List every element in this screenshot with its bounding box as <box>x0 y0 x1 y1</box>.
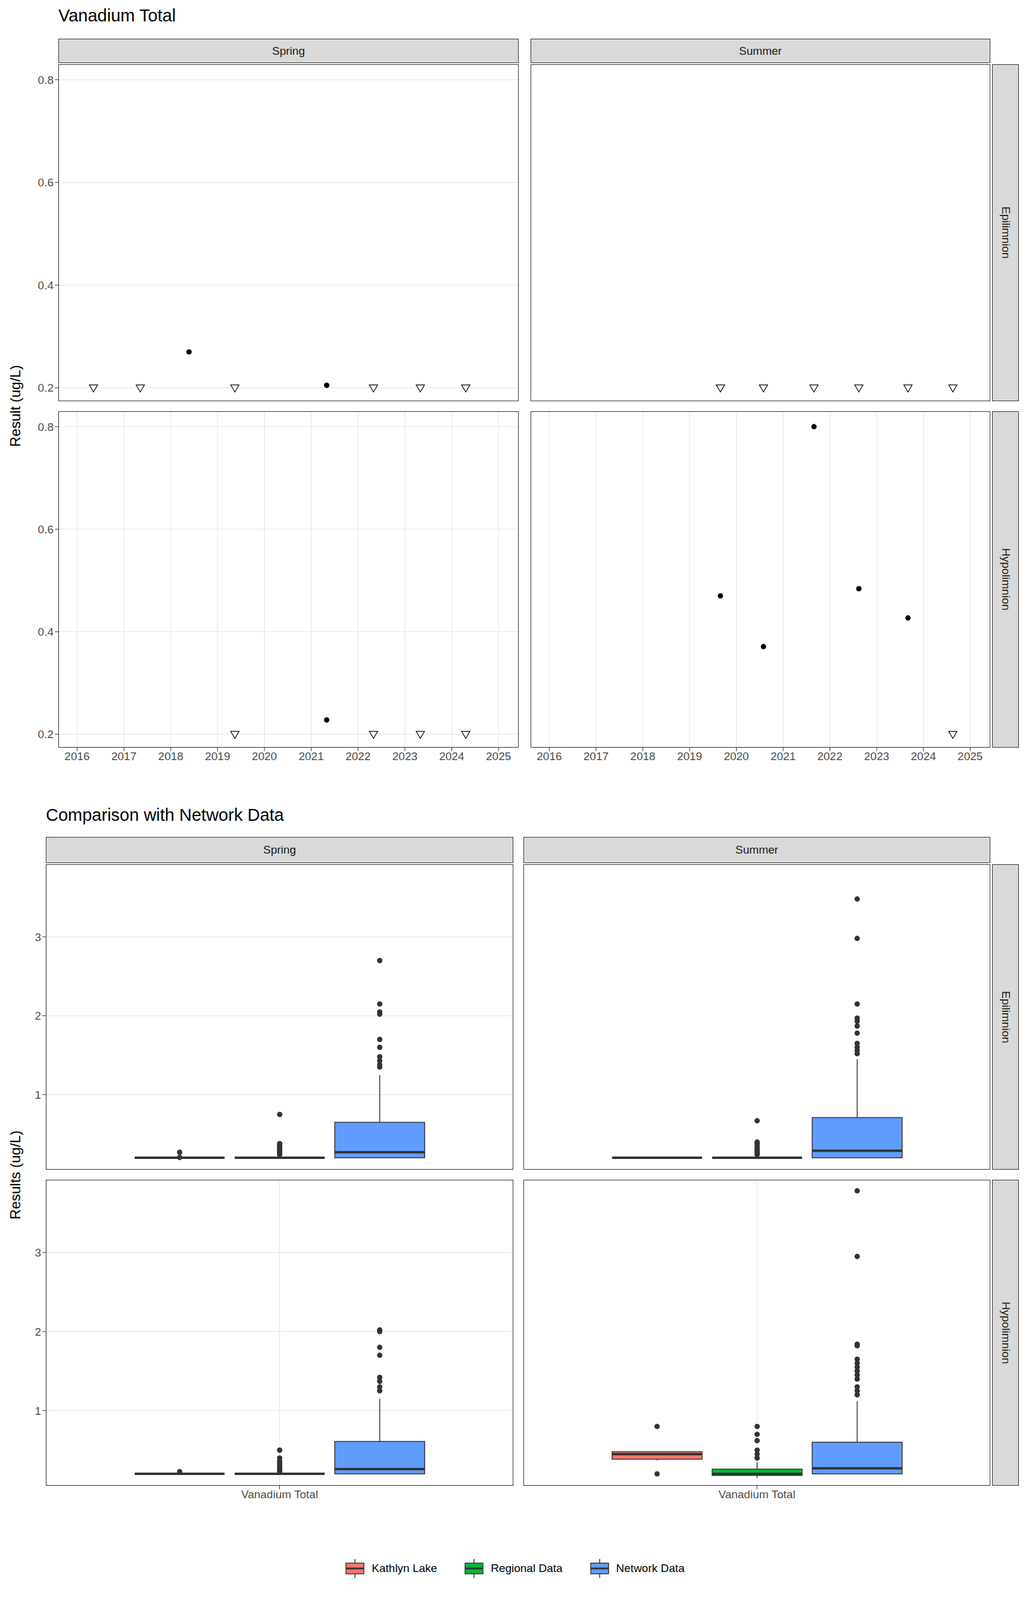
svg-text:2: 2 <box>34 1009 42 1023</box>
svg-text:2018: 2018 <box>158 750 184 763</box>
svg-text:0.4: 0.4 <box>38 625 55 639</box>
svg-text:Vanadium Total: Vanadium Total <box>718 1488 795 1502</box>
html-text:Summer: Summer <box>735 843 779 857</box>
svg-text:2017: 2017 <box>111 750 137 763</box>
html-text:Result (ug/L): Result (ug/L) <box>7 365 24 448</box>
svg-text:0.6: 0.6 <box>38 523 54 536</box>
svg-text:2019: 2019 <box>204 750 230 763</box>
svg-text:3: 3 <box>34 1246 42 1260</box>
svg-text:2024: 2024 <box>911 750 937 763</box>
html-text:Summer: Summer <box>739 44 782 57</box>
svg-text:3: 3 <box>34 931 42 944</box>
svg-text:2016: 2016 <box>536 750 562 763</box>
svg-text:0.8: 0.8 <box>38 421 54 434</box>
html-text:Epilimnion: Epilimnion <box>999 206 1013 259</box>
svg-text:2016: 2016 <box>64 750 90 763</box>
svg-text:2021: 2021 <box>298 750 324 763</box>
svg-text:2017: 2017 <box>583 750 609 763</box>
html-text:Network Data: Network Data <box>616 1562 685 1576</box>
html-text:Hypolimnion: Hypolimnion <box>999 1302 1013 1365</box>
html-text:Epilimnion: Epilimnion <box>999 991 1013 1044</box>
svg-text:2021: 2021 <box>770 750 796 763</box>
svg-text:2018: 2018 <box>630 750 656 763</box>
svg-text:0.6: 0.6 <box>38 176 54 189</box>
html-text:Comparison with Network Data: Comparison with Network Data <box>45 805 284 825</box>
svg-text:1: 1 <box>34 1405 42 1418</box>
svg-text:1: 1 <box>34 1089 42 1102</box>
html-text:Vanadium Total: Vanadium Total <box>58 5 176 26</box>
svg-text:2020: 2020 <box>723 750 749 763</box>
svg-text:2024: 2024 <box>438 750 465 763</box>
svg-text:0.2: 0.2 <box>38 728 54 741</box>
svg-text:2022: 2022 <box>817 750 843 763</box>
html-text:Spring: Spring <box>272 44 305 57</box>
svg-text:2025: 2025 <box>485 750 511 763</box>
html-text:Spring: Spring <box>263 843 296 857</box>
svg-text:2019: 2019 <box>677 750 703 763</box>
html-text:Hypolimnion: Hypolimnion <box>999 548 1013 611</box>
svg-text:2022: 2022 <box>345 750 371 763</box>
html-text:Kathlyn Lake: Kathlyn Lake <box>371 1562 438 1576</box>
svg-text:2025: 2025 <box>957 750 983 763</box>
html-text:Regional Data: Regional Data <box>490 1562 563 1576</box>
svg-text:Vanadium Total: Vanadium Total <box>241 1488 318 1502</box>
svg-text:0.8: 0.8 <box>38 73 54 87</box>
svg-text:2023: 2023 <box>864 750 890 763</box>
svg-text:2023: 2023 <box>392 750 418 763</box>
svg-text:0.4: 0.4 <box>38 279 55 292</box>
svg-text:2020: 2020 <box>251 750 277 763</box>
html-text:Results (ug/L): Results (ug/L) <box>7 1131 24 1220</box>
svg-text:0.2: 0.2 <box>38 381 54 395</box>
svg-text:2: 2 <box>34 1326 42 1339</box>
